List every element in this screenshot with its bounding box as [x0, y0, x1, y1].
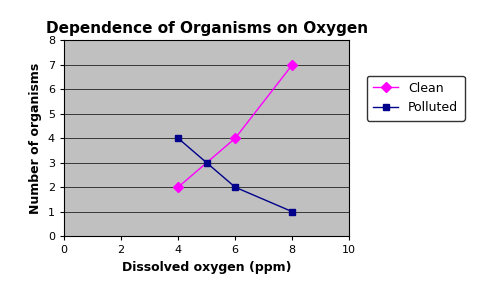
Y-axis label: Number of organisms: Number of organisms [29, 62, 42, 214]
Legend: Clean, Polluted: Clean, Polluted [367, 76, 464, 121]
Polluted [232, 185, 238, 189]
Clean [289, 63, 295, 67]
Polluted [175, 137, 181, 140]
Line: Clean: Clean [175, 61, 296, 191]
Line: Polluted: Polluted [175, 135, 296, 215]
Polluted [204, 161, 210, 164]
Clean [232, 137, 238, 140]
Polluted [289, 210, 295, 213]
Clean [175, 185, 181, 189]
Title: Dependence of Organisms on Oxygen: Dependence of Organisms on Oxygen [46, 21, 368, 36]
X-axis label: Dissolved oxygen (ppm): Dissolved oxygen (ppm) [122, 261, 291, 274]
